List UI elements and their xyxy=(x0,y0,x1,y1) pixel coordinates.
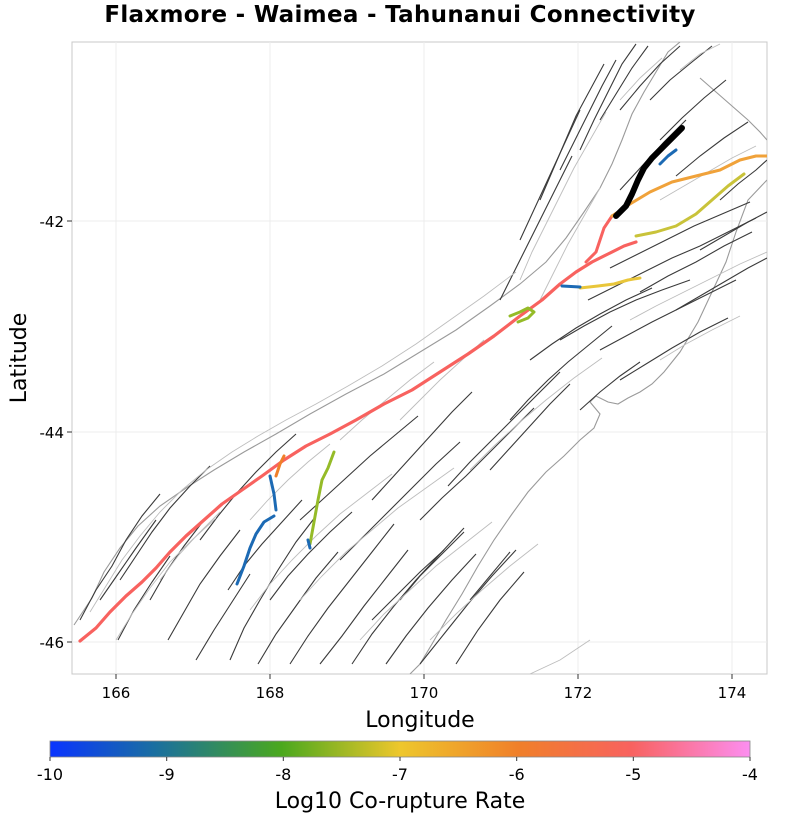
rupture-inland-green xyxy=(308,450,336,546)
x-tick-label: 166 xyxy=(102,684,131,702)
colorbar-tick-label: -8 xyxy=(275,765,291,784)
rupture-hope-clarence xyxy=(578,276,642,290)
chart-title: Flaxmore - Waimea - Tahunanui Connectivi… xyxy=(104,2,696,28)
colorbar-tick-label: -6 xyxy=(509,765,525,784)
map-panel xyxy=(71,41,768,675)
rupture-fiordland-short xyxy=(268,474,278,512)
x-axis-title: Longitude xyxy=(365,708,474,733)
rupture-inland-blue xyxy=(306,538,312,550)
rupture-porters xyxy=(508,306,536,324)
y-axis: -42 -44 -46 Latitude xyxy=(7,213,72,652)
rupture-north-blue xyxy=(658,148,678,166)
y-tick-label: -44 xyxy=(40,424,65,442)
colorbar-tick-label: -10 xyxy=(37,765,63,784)
y-tick-label: -46 xyxy=(40,634,65,652)
x-tick-label: 170 xyxy=(410,684,439,702)
x-tick-label: 172 xyxy=(564,684,593,702)
rupture-hope-blue xyxy=(560,284,582,289)
y-tick-label: -42 xyxy=(40,213,65,231)
y-axis-title: Latitude xyxy=(7,313,32,404)
rupture-alpine-main xyxy=(78,240,638,643)
x-tick-label: 174 xyxy=(718,684,747,702)
rupture-orange-short xyxy=(274,454,286,478)
colorbar: -10 -9 -8 -7 -6 -5 -4 Log10 Co-rupture R… xyxy=(37,740,758,814)
colorbar-gradient xyxy=(49,740,751,758)
x-tick-label: 168 xyxy=(256,684,285,702)
colorbar-tick-label: -9 xyxy=(159,765,175,784)
rupture-wairau xyxy=(634,172,746,238)
highlighted-ruptures xyxy=(78,125,767,643)
rupture-source-section xyxy=(613,125,685,219)
colorbar-tick-label: -4 xyxy=(742,765,758,784)
colorbar-tick-label: -7 xyxy=(392,765,408,784)
colorbar-tick-label: -5 xyxy=(625,765,641,784)
rupture-alpine-north xyxy=(584,214,614,264)
fault-traces xyxy=(79,43,767,665)
rupture-awatere xyxy=(610,154,767,218)
x-axis: 166 168 170 172 174 Longitude xyxy=(102,674,747,733)
rupture-fiordland-blue xyxy=(235,514,276,586)
colorbar-title: Log10 Co-rupture Rate xyxy=(275,789,526,814)
